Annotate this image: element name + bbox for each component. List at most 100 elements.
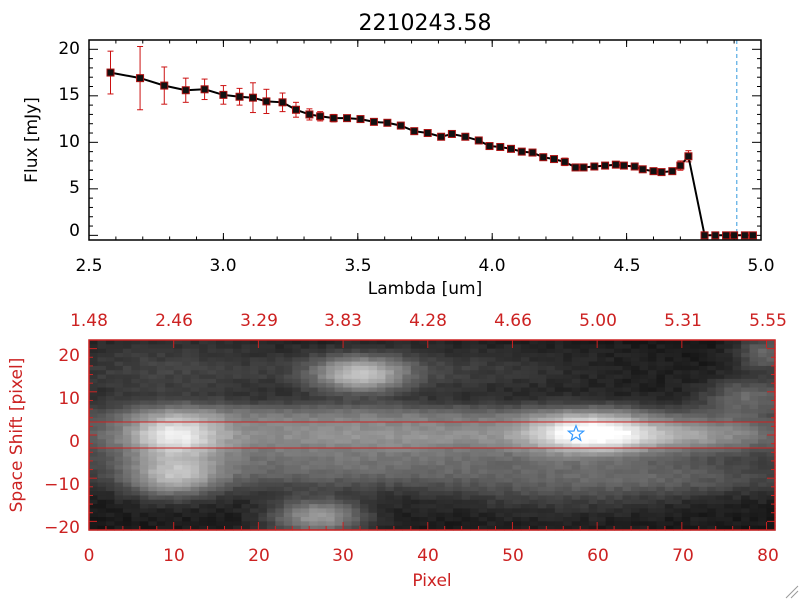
image-pixel [758,417,768,423]
image-pixel [707,413,717,419]
flux-data-point [560,157,569,166]
image-pixel [478,352,488,358]
image-pixel [647,426,658,432]
image-pixel [410,417,420,423]
image-pixel [89,525,99,531]
image-pixel [588,473,598,479]
image-pixel [343,469,353,475]
image-pixel [749,352,759,358]
image-pixel [190,365,200,371]
image-pixel [190,525,200,531]
image-pixel [487,473,497,479]
image-pixel [232,499,243,505]
image-pixel [529,499,539,505]
image-pixel [436,430,446,436]
image-pixel [139,517,149,522]
image-pixel [427,443,437,449]
image-pixel [216,344,226,350]
image-pixel [427,456,437,462]
image-pixel [131,374,141,380]
image-pixel [698,374,708,380]
image-pixel [639,391,649,397]
image-pixel [173,439,183,445]
image-pixel [495,404,505,410]
image-pixel [360,521,370,527]
image-pixel [487,348,497,354]
image-pixel [554,413,564,419]
image-pixel [131,525,141,531]
image-pixel [529,521,539,527]
image-pixel [495,517,505,522]
image-pixel [495,491,505,497]
image-pixel [216,370,226,376]
image-pixel [249,378,259,384]
image-pixel [631,491,641,497]
image-pixel [436,417,446,423]
image-pixel [461,370,471,376]
image-pixel [639,460,649,466]
image-pixel [639,435,649,440]
image-pixel [326,521,336,527]
image-pixel [597,391,607,397]
image-pixel [453,365,463,371]
image-pixel [97,525,107,531]
image-pixel [334,478,344,484]
image-pixel [537,435,547,440]
image-pixel [241,370,251,376]
image-pixel [444,422,454,427]
image-pixel [487,396,497,402]
image-pixel [393,391,403,397]
image-pixel [173,370,183,376]
image-pixel [105,473,116,479]
image-pixel [605,400,615,406]
image-pixel [368,357,378,363]
resize-grip-icon[interactable] [785,585,799,599]
image-pixel [368,361,378,367]
image-pixel [207,340,217,345]
image-pixel [758,404,768,410]
image-pixel [749,491,759,497]
image-pixel [216,365,226,371]
image-pixel [461,486,471,492]
image-pixel [368,486,378,492]
image-pixel [182,348,192,354]
image-pixel [503,439,514,445]
image-pixel [309,344,319,350]
image-pixel [673,447,683,453]
image-pixel [503,400,514,406]
image-pixel [139,344,149,350]
image-pixel [97,460,107,466]
image-pixel [512,352,522,358]
image-pixel [766,456,776,462]
image-pixel [580,482,590,488]
image-pixel [216,486,226,492]
image-pixel [707,374,717,380]
image-pixel [766,413,776,419]
image-pixel [309,370,319,376]
image-pixel [453,352,463,358]
image-pixel [758,521,768,527]
image-pixel [266,495,276,501]
image-pixel [580,465,590,471]
image-pixel [216,439,226,445]
image-pixel [199,469,209,475]
image-pixel [139,456,149,462]
image-pixel [715,525,725,531]
image-pixel [495,400,505,406]
image-pixel [453,499,463,505]
image-pixel [512,504,522,510]
image-pixel [385,504,395,510]
image-pixel [453,344,463,350]
top-wavelength-tick-label: 5.00 [579,311,617,331]
image-pixel [487,435,497,440]
image-pixel [622,482,632,488]
image-pixel [749,430,759,436]
image-pixel [698,357,708,363]
image-pixel [410,508,420,514]
image-pixel [520,404,530,410]
image-pixel [275,426,285,432]
image-pixel [758,469,768,475]
image-pixel [156,357,166,363]
image-pixel [724,357,734,363]
image-pixel [317,391,327,397]
